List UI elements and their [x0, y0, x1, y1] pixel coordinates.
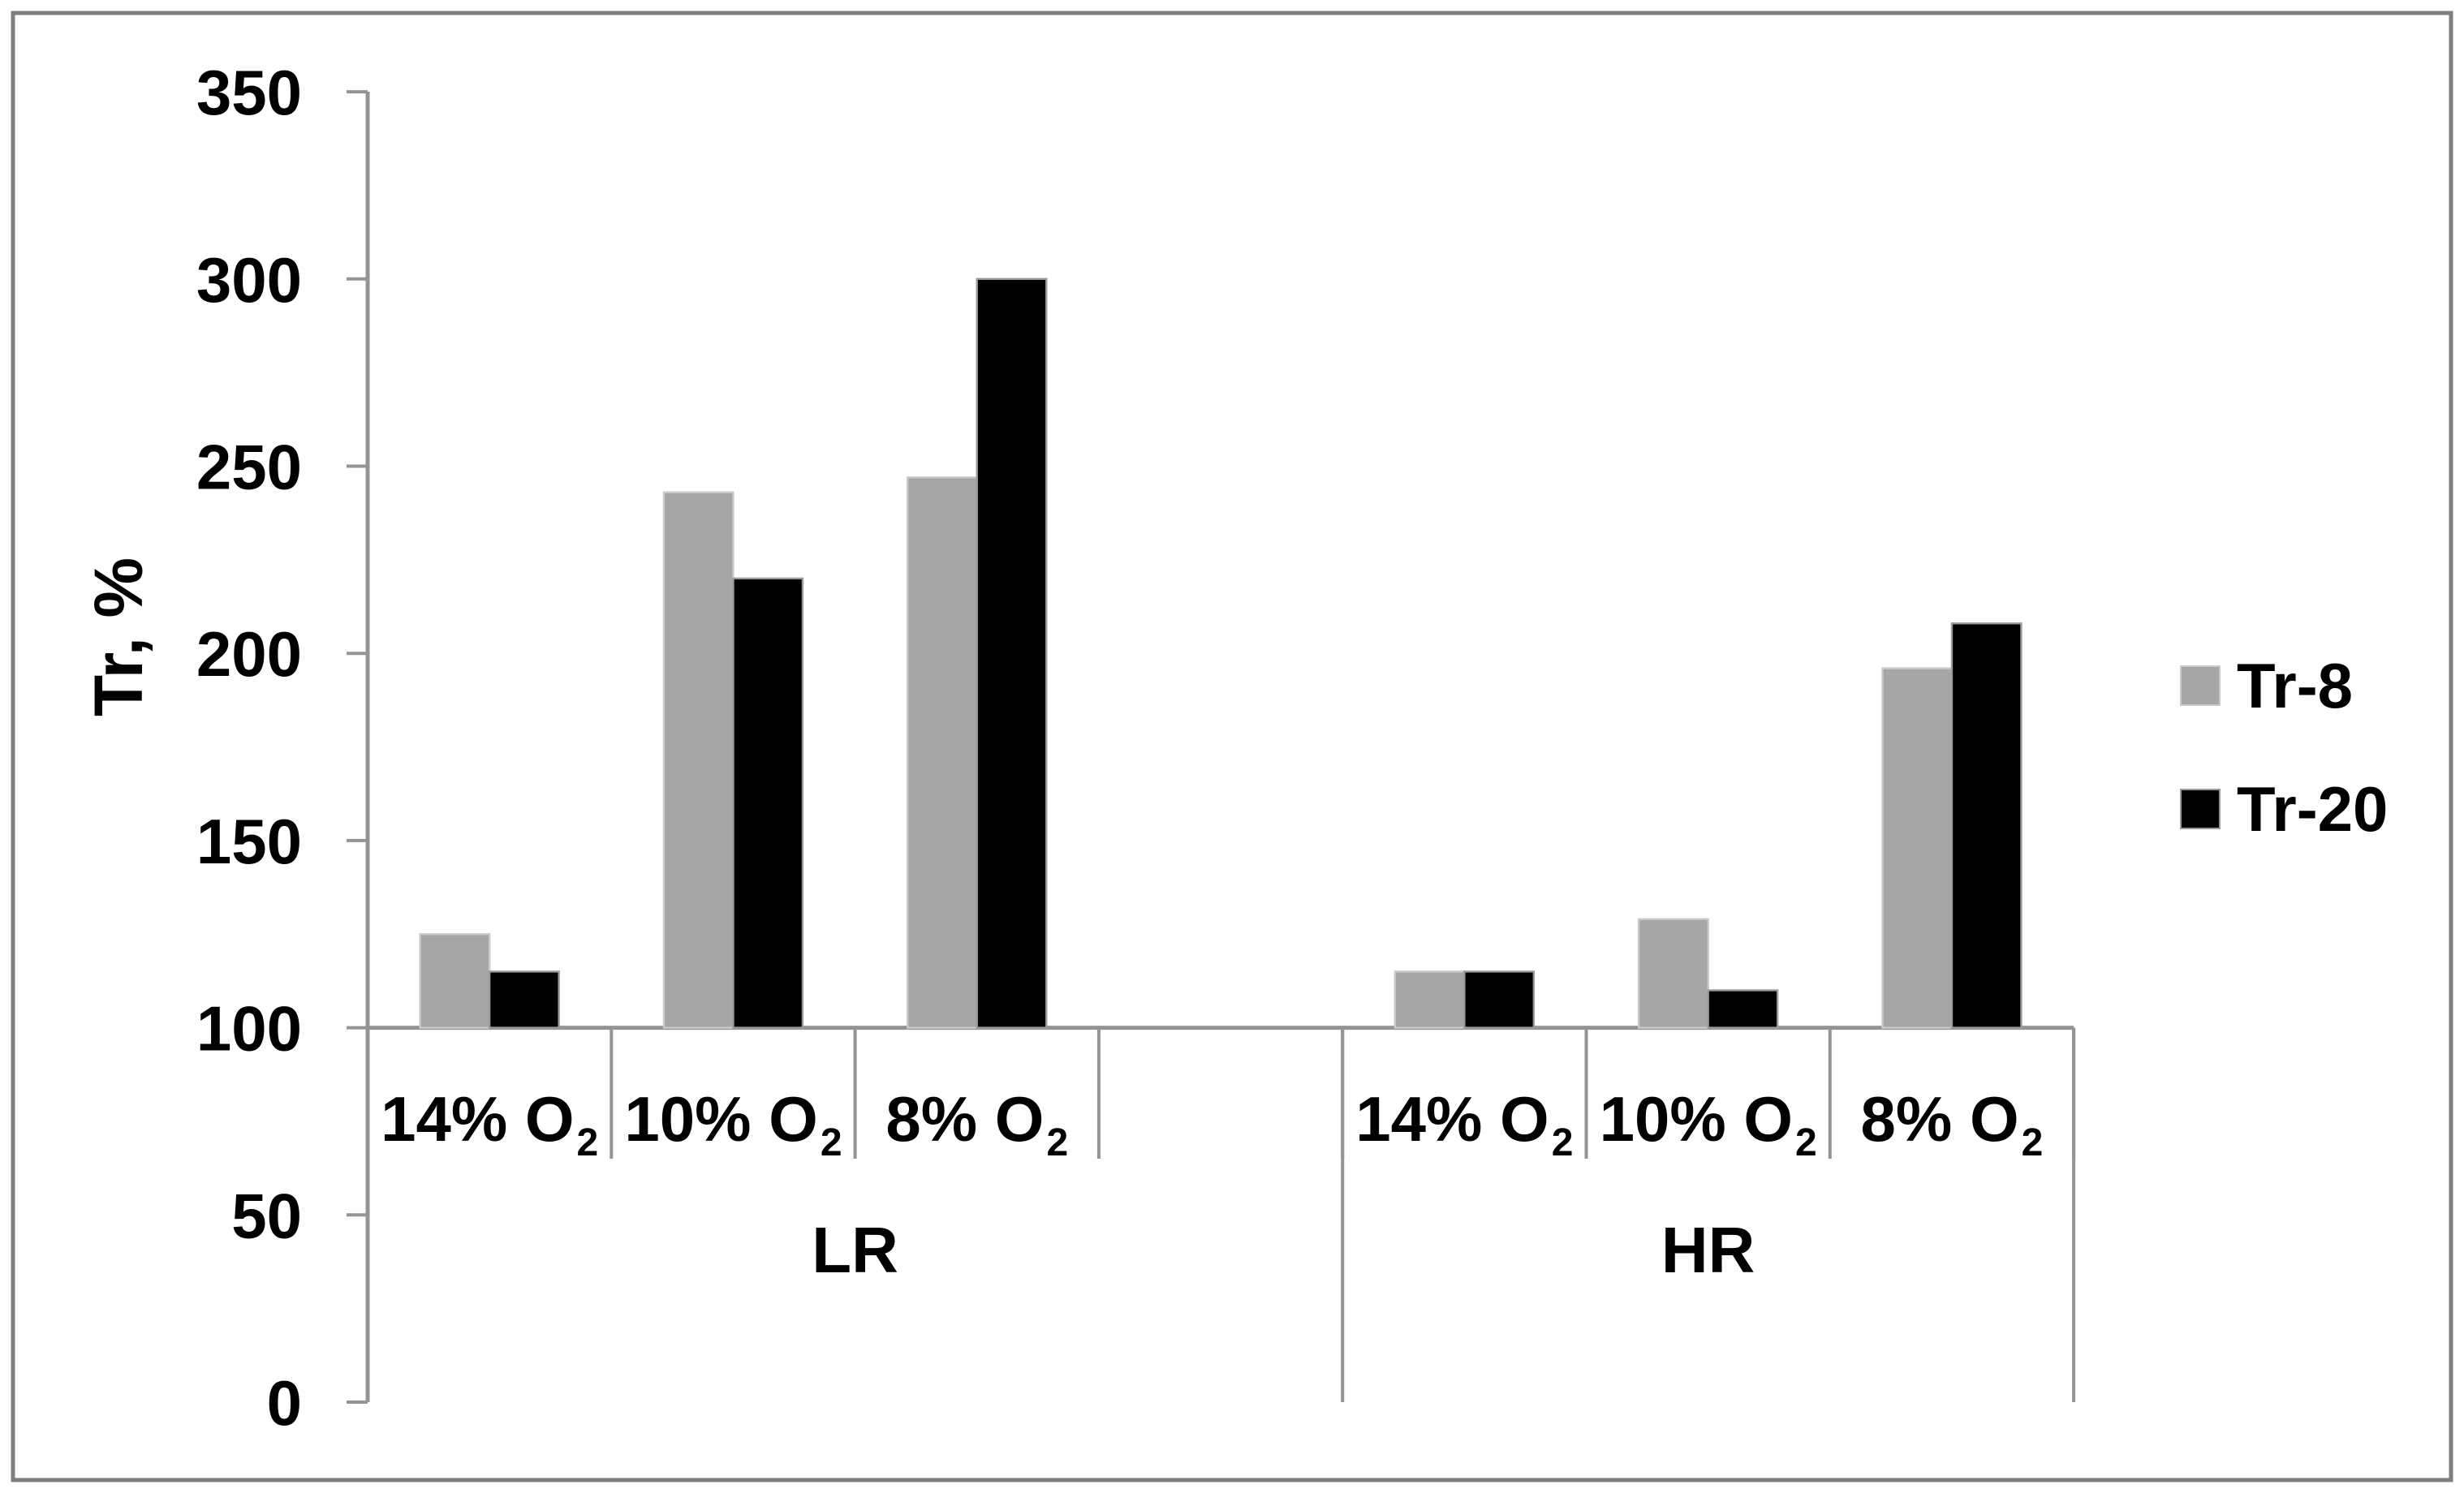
bar-tr-8-lr-2: [662, 491, 734, 1029]
bar-tr-20-hr-2: [1707, 989, 1779, 1029]
y-tick-label: 200: [196, 618, 302, 690]
y-axis-title: Tr, %: [80, 557, 157, 716]
category-label: 8% O2: [1861, 1083, 2044, 1164]
bar-tr-20-hr-3: [1950, 622, 2022, 1029]
y-tick-label: 150: [196, 806, 302, 877]
group-label-lr: LR: [812, 1214, 898, 1286]
bar-tr-8-hr-1: [1394, 970, 1466, 1029]
legend-label-tr-20: Tr-20: [2237, 773, 2388, 845]
bar-tr-8-hr-2: [1637, 918, 1709, 1029]
group-label-hr: HR: [1661, 1214, 1755, 1286]
bar-tr-8-hr-3: [1881, 667, 1954, 1029]
bar-tr-8-lr-1: [419, 933, 491, 1029]
y-tick-label: 50: [231, 1180, 302, 1251]
bar-tr-20-lr-1: [488, 970, 560, 1029]
figure-border: [11, 11, 2453, 1482]
y-tick-label: 100: [196, 993, 302, 1065]
bar-tr-20-lr-2: [732, 577, 804, 1029]
category-label: 10% O2: [624, 1083, 842, 1164]
category-label: 14% O2: [1355, 1083, 1573, 1164]
y-tick-label: 350: [196, 57, 302, 128]
bar-tr-8-lr-3: [907, 476, 978, 1029]
category-label: 14% O2: [381, 1083, 598, 1164]
y-tick-label: 0: [267, 1367, 302, 1439]
y-tick-label: 300: [196, 244, 302, 316]
y-tick-label: 250: [196, 432, 302, 503]
category-label: 8% O2: [885, 1083, 1068, 1164]
bar-tr-20-lr-3: [976, 278, 1048, 1029]
legend-label-tr-8: Tr-8: [2237, 650, 2353, 721]
legend-swatch-tr-8: [2180, 665, 2221, 706]
bar-tr-20-hr-1: [1463, 970, 1536, 1029]
category-label: 10% O2: [1600, 1083, 1817, 1164]
legend-swatch-tr-20: [2180, 789, 2221, 829]
